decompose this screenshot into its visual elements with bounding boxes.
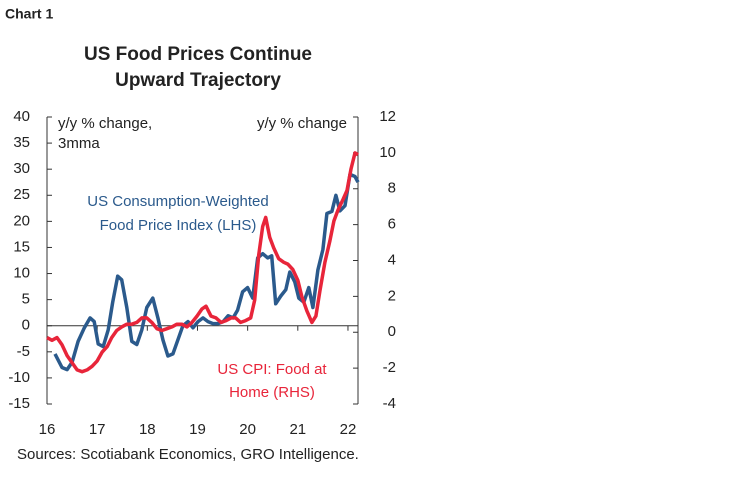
y2-tick-label: 0: [388, 323, 396, 340]
source: Sources: Scotiabank Economics, GRO Intel…: [17, 446, 359, 463]
y-tick-label: 5: [22, 291, 30, 308]
y2-tick-label: 4: [388, 251, 396, 268]
x-tick-label: 21: [289, 421, 306, 438]
series-label: Home (RHS): [229, 384, 315, 401]
y-tick-label: 25: [13, 186, 30, 203]
x-tick-label: 17: [89, 421, 106, 438]
y-tick-label: 35: [13, 134, 30, 151]
y-tick-label: -5: [17, 343, 30, 360]
chart-label: Chart 1: [5, 6, 53, 22]
y-label: y/y % change,: [58, 115, 152, 132]
y2-tick-label: -2: [383, 359, 396, 376]
y-tick-label: 20: [13, 212, 30, 229]
x-tick-label: 20: [239, 421, 256, 438]
y2-tick-label: 12: [379, 108, 396, 125]
chart-title: US Food Prices Continue: [84, 44, 312, 65]
y2-tick-label: -4: [383, 395, 396, 412]
y2-tick-label: 2: [388, 287, 396, 304]
y-tick-label: -15: [8, 395, 30, 412]
series-line: [46, 151, 359, 374]
y-label: 3mma: [58, 135, 100, 152]
series-label: US CPI: Food at: [217, 361, 327, 378]
y2-tick-label: 8: [388, 180, 396, 197]
x-tick-label: 22: [340, 421, 357, 438]
y-tick-label: 15: [13, 238, 30, 255]
chart-title: Upward Trajectory: [115, 70, 281, 91]
y2-tick-label: 6: [388, 216, 396, 233]
y2-tick-label: 10: [379, 144, 396, 161]
y2-label: y/y % change: [257, 115, 347, 132]
x-tick-label: 18: [139, 421, 156, 438]
y-tick-label: 30: [13, 160, 30, 177]
series-label: Food Price Index (LHS): [100, 217, 257, 234]
series-label: US Consumption-Weighted: [87, 193, 268, 210]
y-tick-label: 40: [13, 108, 30, 125]
series-line: [53, 172, 360, 372]
x-tick-label: 19: [189, 421, 206, 438]
y-tick-label: -10: [8, 369, 30, 386]
y-tick-label: 10: [13, 265, 30, 282]
y-tick-label: 0: [22, 317, 30, 334]
x-tick-label: 16: [39, 421, 56, 438]
